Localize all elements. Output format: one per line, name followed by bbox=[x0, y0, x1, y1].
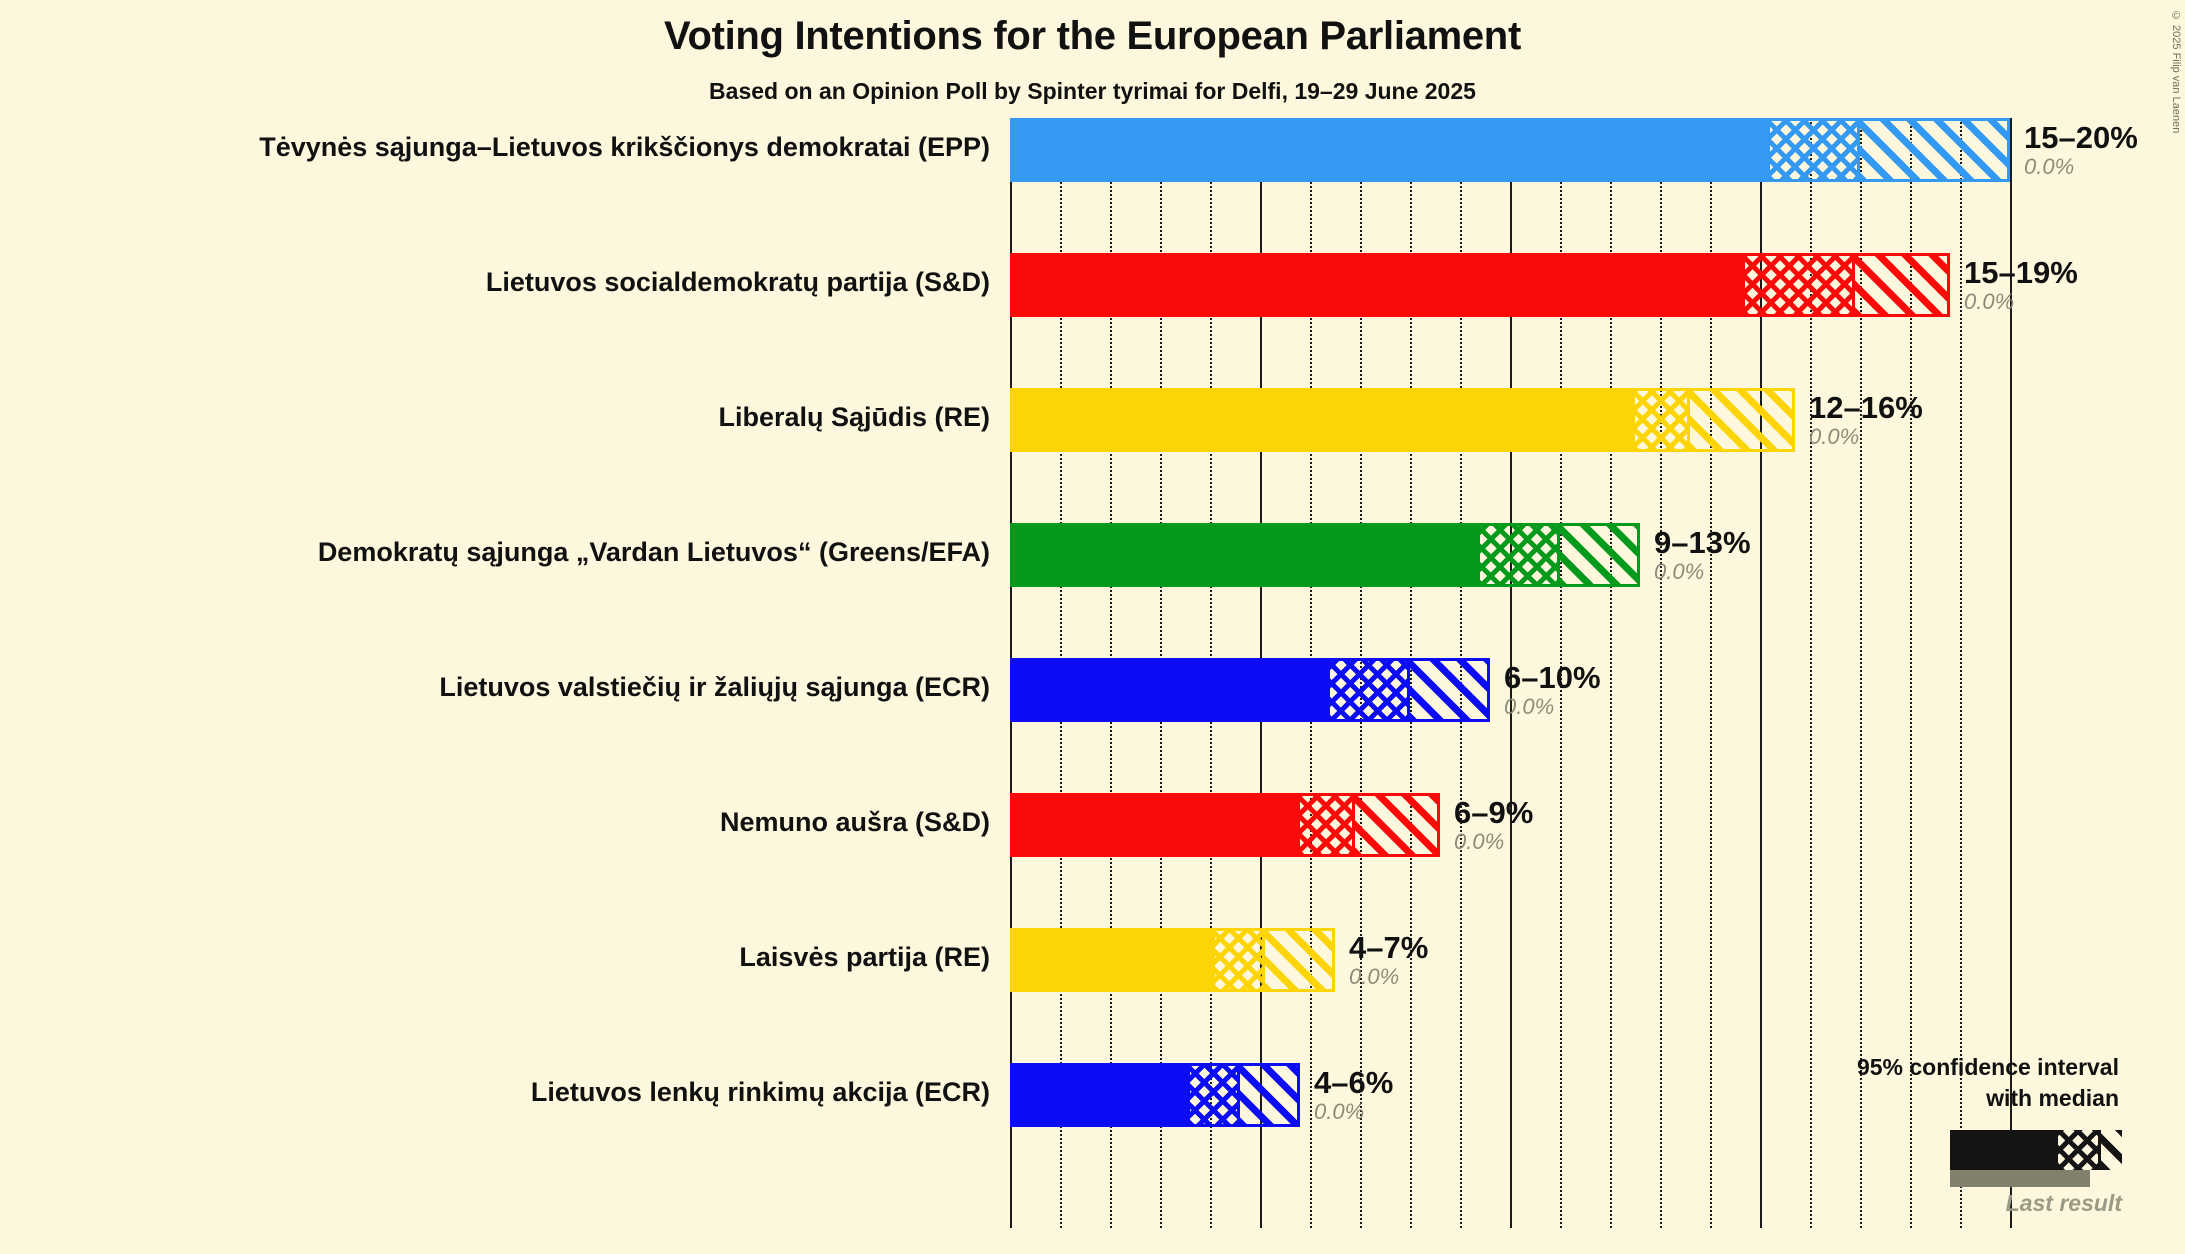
confidence-interval-bar bbox=[1010, 523, 1640, 587]
gridline-minor bbox=[1910, 118, 1912, 1228]
bar-segment-upper bbox=[1265, 928, 1335, 992]
confidence-interval-bar bbox=[1010, 658, 1490, 722]
bar-row-label: Liberalų Sąjūdis (RE) bbox=[718, 402, 990, 432]
bar-last-result-value: 0.0% bbox=[1314, 1099, 1365, 1124]
bar-range-value: 9–13% bbox=[1654, 525, 1751, 560]
page-title: Voting Intentions for the European Parli… bbox=[664, 14, 1521, 58]
bar-segment-upper bbox=[1855, 253, 1950, 317]
bar-row-label: Nemuno aušra (S&D) bbox=[719, 807, 990, 837]
bar-last-result-value: 0.0% bbox=[1504, 694, 1555, 719]
gridline-minor bbox=[1810, 118, 1812, 1228]
bar-segment-median bbox=[1770, 118, 1860, 182]
bar-segment-upper bbox=[1860, 118, 2010, 182]
bar-segment-upper bbox=[1410, 658, 1490, 722]
bar-value-labels: 15–20% 0.0% bbox=[2024, 122, 2138, 182]
bar-value-labels: 9–13% 0.0% bbox=[1654, 527, 1751, 587]
gridline-minor bbox=[1560, 118, 1562, 1228]
confidence-interval-bar bbox=[1010, 118, 2010, 182]
bar-last-result-value: 0.0% bbox=[1964, 289, 2015, 314]
bar-segment-median bbox=[1635, 388, 1690, 452]
bar-segment-lower bbox=[1010, 928, 1215, 992]
bar-last-result-value: 0.0% bbox=[1454, 829, 1505, 854]
bar-segment-median bbox=[1190, 1063, 1240, 1127]
bar-last-result-value: 0.0% bbox=[1654, 559, 1705, 584]
bar-row-label: Lietuvos valstiečių ir žaliųjų sąjunga (… bbox=[439, 672, 990, 702]
bar-value-labels: 4–7% 0.0% bbox=[1349, 932, 1428, 992]
bar-last-result-value: 0.0% bbox=[1809, 424, 1860, 449]
bar-segment-median bbox=[1745, 253, 1855, 317]
gridline-major bbox=[1510, 118, 1512, 1228]
legend-segment-upper bbox=[2098, 1130, 2122, 1170]
legend-interval-swatch bbox=[1950, 1130, 2122, 1170]
bar-row-label: Demokratų sąjunga „Vardan Lietuvos“ (Gre… bbox=[317, 537, 990, 567]
legend-segment-median bbox=[2058, 1130, 2098, 1170]
legend-last-result-swatch bbox=[1950, 1170, 2090, 1187]
gridline-major bbox=[1760, 118, 1762, 1228]
confidence-interval-bar bbox=[1010, 388, 1795, 452]
gridline-minor bbox=[1610, 118, 1612, 1228]
confidence-interval-bar bbox=[1010, 928, 1335, 992]
chart-legend: 95% confidence interval with median Last… bbox=[1735, 1052, 2165, 1216]
confidence-interval-bar bbox=[1010, 253, 1950, 317]
bar-range-value: 15–19% bbox=[1964, 255, 2078, 290]
bar-range-value: 4–6% bbox=[1314, 1065, 1394, 1100]
gridline-major bbox=[2010, 118, 2012, 1228]
legend-title: 95% confidence interval with median bbox=[1735, 1052, 2165, 1114]
confidence-interval-bar bbox=[1010, 1063, 1300, 1127]
bar-range-value: 4–7% bbox=[1349, 930, 1429, 965]
bar-last-result-value: 0.0% bbox=[1349, 964, 1400, 989]
bar-segment-upper bbox=[1240, 1063, 1300, 1127]
bar-segment-lower bbox=[1010, 523, 1480, 587]
bar-segment-median bbox=[1480, 523, 1560, 587]
bar-row-label: Lietuvos lenkų rinkimų akcija (ECR) bbox=[530, 1077, 990, 1107]
bar-segment-upper bbox=[1690, 388, 1795, 452]
bar-segment-median bbox=[1330, 658, 1410, 722]
legend-last-result-label: Last result bbox=[2005, 1190, 2122, 1216]
bar-segment-lower bbox=[1010, 658, 1330, 722]
bar-segment-median bbox=[1300, 793, 1355, 857]
legend-line-2: with median bbox=[1986, 1085, 2119, 1112]
bar-range-value: 15–20% bbox=[2024, 120, 2138, 155]
bar-value-labels: 6–9% 0.0% bbox=[1454, 797, 1533, 857]
bar-segment-lower bbox=[1010, 118, 1770, 182]
bar-value-labels: 4–6% 0.0% bbox=[1314, 1067, 1393, 1127]
bar-row-label: Tėvynės sąjunga–Lietuvos krikščionys dem… bbox=[259, 132, 990, 162]
bar-segment-upper bbox=[1560, 523, 1640, 587]
bar-row-label: Laisvės partija (RE) bbox=[739, 942, 990, 972]
bar-last-result-value: 0.0% bbox=[2024, 154, 2075, 179]
bar-segment-upper bbox=[1355, 793, 1440, 857]
bar-row-label: Lietuvos socialdemokratų partija (S&D) bbox=[485, 267, 990, 297]
bar-value-labels: 12–16% 0.0% bbox=[1809, 392, 1923, 452]
bar-segment-lower bbox=[1010, 388, 1635, 452]
gridline-minor bbox=[1660, 118, 1662, 1228]
gridline-minor bbox=[1860, 118, 1862, 1228]
bar-segment-lower bbox=[1010, 1063, 1190, 1127]
bar-value-labels: 6–10% 0.0% bbox=[1504, 662, 1601, 722]
bar-range-value: 6–9% bbox=[1454, 795, 1534, 830]
confidence-interval-bar bbox=[1010, 793, 1440, 857]
gridline-minor bbox=[1710, 118, 1712, 1228]
copyright-notice: © 2025 Filip van Laenen bbox=[2170, 10, 2182, 134]
bar-range-value: 6–10% bbox=[1504, 660, 1601, 695]
gridline-minor bbox=[1960, 118, 1962, 1228]
bar-segment-lower bbox=[1010, 253, 1745, 317]
bar-value-labels: 15–19% 0.0% bbox=[1964, 257, 2078, 317]
bar-range-value: 12–16% bbox=[1809, 390, 1923, 425]
legend-line-1: 95% confidence interval bbox=[1856, 1054, 2119, 1080]
bar-segment-median bbox=[1215, 928, 1265, 992]
chart-subtitle: Based on an Opinion Poll by Spinter tyri… bbox=[709, 78, 1476, 104]
bar-segment-lower bbox=[1010, 793, 1300, 857]
